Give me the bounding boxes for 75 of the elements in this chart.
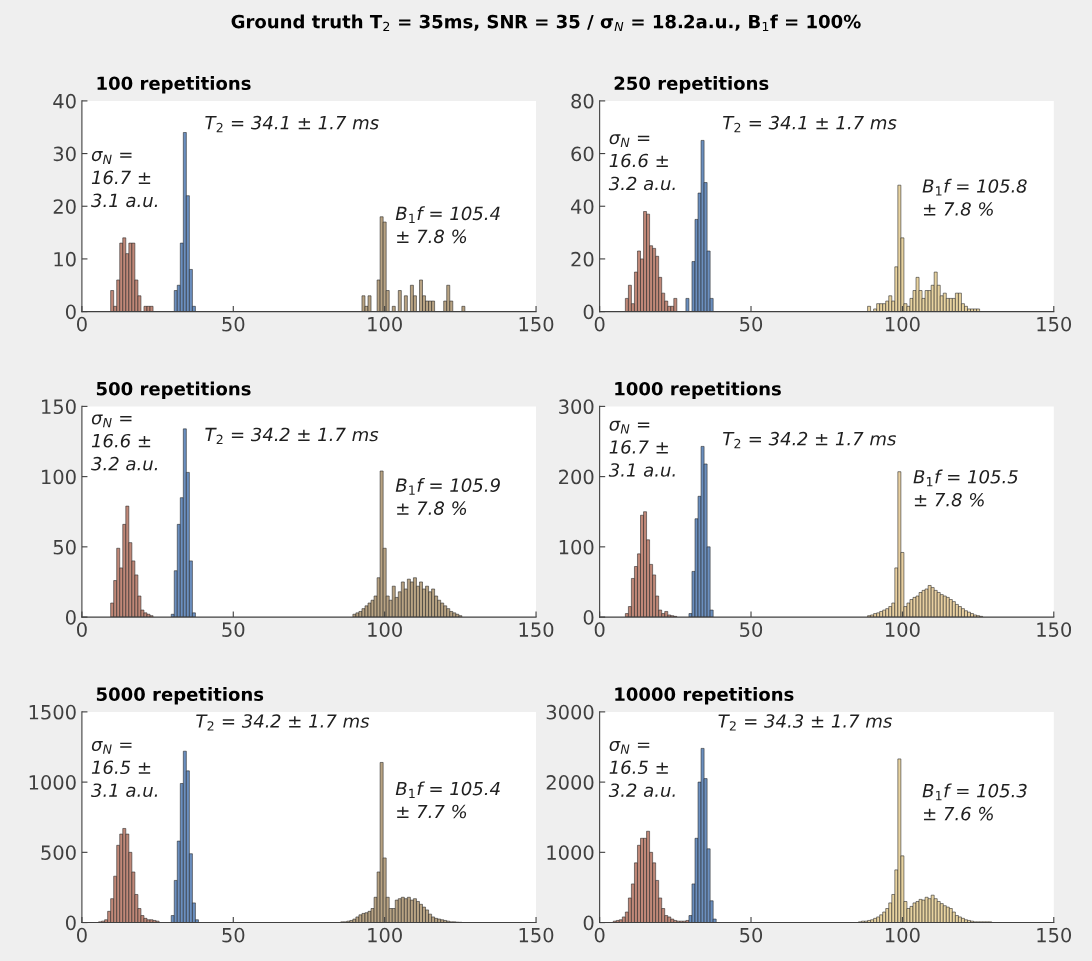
y-tick-label: 1000 — [29, 775, 76, 790]
x-tick-label: 0 — [594, 622, 605, 637]
chart-title: 5000 repetitions — [96, 687, 264, 705]
x-tick-label: 100 — [368, 316, 402, 332]
y-tick-label: 50 — [53, 539, 76, 555]
x-tick-label: 100 — [885, 622, 920, 637]
y-tick-label: 10 — [54, 251, 76, 267]
x-tick-label: 150 — [1037, 622, 1072, 637]
x-tick-label: 150 — [519, 927, 554, 943]
x-tick-label: 0 — [77, 927, 87, 943]
y-tick-label: 20 — [571, 251, 594, 267]
y-tick-label: 0 — [65, 304, 76, 320]
annotation: σ$_{N}$ = 16.5 ± 3.2 a.u. — [608, 740, 675, 798]
y-tick-label: 40 — [53, 93, 76, 109]
annotation: B$_{1}$f = 105.5 ± 7.8 % — [913, 469, 1018, 507]
y-tick-label: 500 — [41, 845, 76, 860]
annotation: σ$_{N}$ = 16.5 ± 3.1 a.u. — [91, 740, 158, 798]
annotation: T$_{2}$ = 34.1 ± 1.7 ms — [205, 115, 379, 133]
chart-title: 1000 repetitions — [615, 381, 781, 400]
annotation: B$_{1}$f = 105.4 ± 7.8 % — [395, 206, 500, 244]
x-tick-label: 0 — [594, 927, 605, 943]
chart-title: 100 repetitions — [97, 76, 251, 94]
x-tick-label: 0 — [77, 622, 87, 637]
x-tick-label: 0 — [594, 316, 605, 332]
x-tick-label: 100 — [368, 927, 402, 943]
y-tick-label: 2000 — [546, 775, 594, 790]
x-tick-label: 50 — [222, 927, 245, 943]
annotation: T$_{2}$ = 34.2 ± 1.7 ms — [196, 714, 370, 731]
annotation: B$_{1}$f = 105.9 ± 7.8 % — [395, 478, 500, 515]
y-tick-label: 80 — [571, 93, 594, 109]
annotation: T$_{2}$ = 34.1 ± 1.7 ms — [723, 115, 897, 133]
annotation: σ$_{N}$ = 16.7 ± 3.1 a.u. — [91, 151, 158, 208]
y-tick-label: 40 — [570, 199, 594, 214]
y-tick-label: 0 — [583, 610, 594, 625]
text: Ground truth T$_{2}$ = 35ms, SNR = 35 / σ$_{N}$ = 18.2a.u., B$_{1}$f = 100% — [231, 14, 861, 32]
annotation: T$_{2}$ = 34.2 ± 1.7 ms — [205, 427, 379, 444]
x-tick-label: 50 — [740, 622, 763, 637]
x-tick-label: 150 — [1037, 316, 1072, 332]
y-tick-label: 0 — [65, 915, 76, 931]
annotation: T$_{2}$ = 34.2 ± 1.7 ms — [723, 431, 896, 449]
x-tick-label: 150 — [1037, 927, 1072, 943]
y-tick-label: 0 — [583, 915, 594, 931]
annotation: σ$_{N}$ = 16.6 ± 3.2 a.u. — [608, 134, 675, 191]
y-tick-label: 0 — [583, 304, 594, 320]
y-tick-label: 100 — [42, 469, 76, 485]
y-tick-label: 200 — [559, 469, 594, 485]
y-tick-label: 300 — [559, 399, 594, 415]
y-tick-label: 20 — [53, 199, 76, 214]
annotation: B$_{1}$f = 105.3 ± 7.6 % — [922, 783, 1027, 821]
x-tick-label: 50 — [222, 316, 245, 332]
chart-title: 500 repetitions — [96, 381, 251, 400]
y-tick-label: 3000 — [546, 704, 594, 720]
y-tick-label: 150 — [42, 399, 76, 415]
x-tick-label: 100 — [885, 316, 920, 332]
x-tick-label: 100 — [885, 927, 920, 943]
y-tick-label: 100 — [559, 539, 594, 555]
y-tick-label: 0 — [65, 610, 76, 625]
y-tick-label: 1000 — [547, 845, 594, 860]
x-tick-label: 50 — [222, 622, 245, 637]
x-tick-label: 0 — [77, 316, 87, 332]
y-tick-label: 60 — [571, 146, 594, 162]
y-tick-label: 1500 — [29, 704, 76, 720]
y-tick-label: 30 — [53, 146, 76, 162]
x-tick-label: 50 — [740, 927, 763, 943]
annotation: T$_{2}$ = 34.3 ± 1.7 ms — [718, 714, 892, 731]
chart-title: 10000 repetitions — [615, 687, 794, 705]
annotation: σ$_{N}$ = 16.6 ± 3.2 a.u. — [91, 414, 158, 471]
x-tick-label: 150 — [519, 316, 554, 332]
x-tick-label: 100 — [368, 622, 402, 637]
x-tick-label: 50 — [740, 316, 763, 332]
annotation: B$_{1}$f = 105.4 ± 7.7 % — [395, 781, 500, 819]
annotation: σ$_{N}$ = 16.7 ± 3.1 a.u. — [608, 420, 675, 477]
annotation: B$_{1}$f = 105.8 ± 7.8 % — [922, 178, 1027, 216]
chart-title: 250 repetitions — [614, 76, 769, 94]
x-tick-label: 150 — [519, 622, 554, 637]
